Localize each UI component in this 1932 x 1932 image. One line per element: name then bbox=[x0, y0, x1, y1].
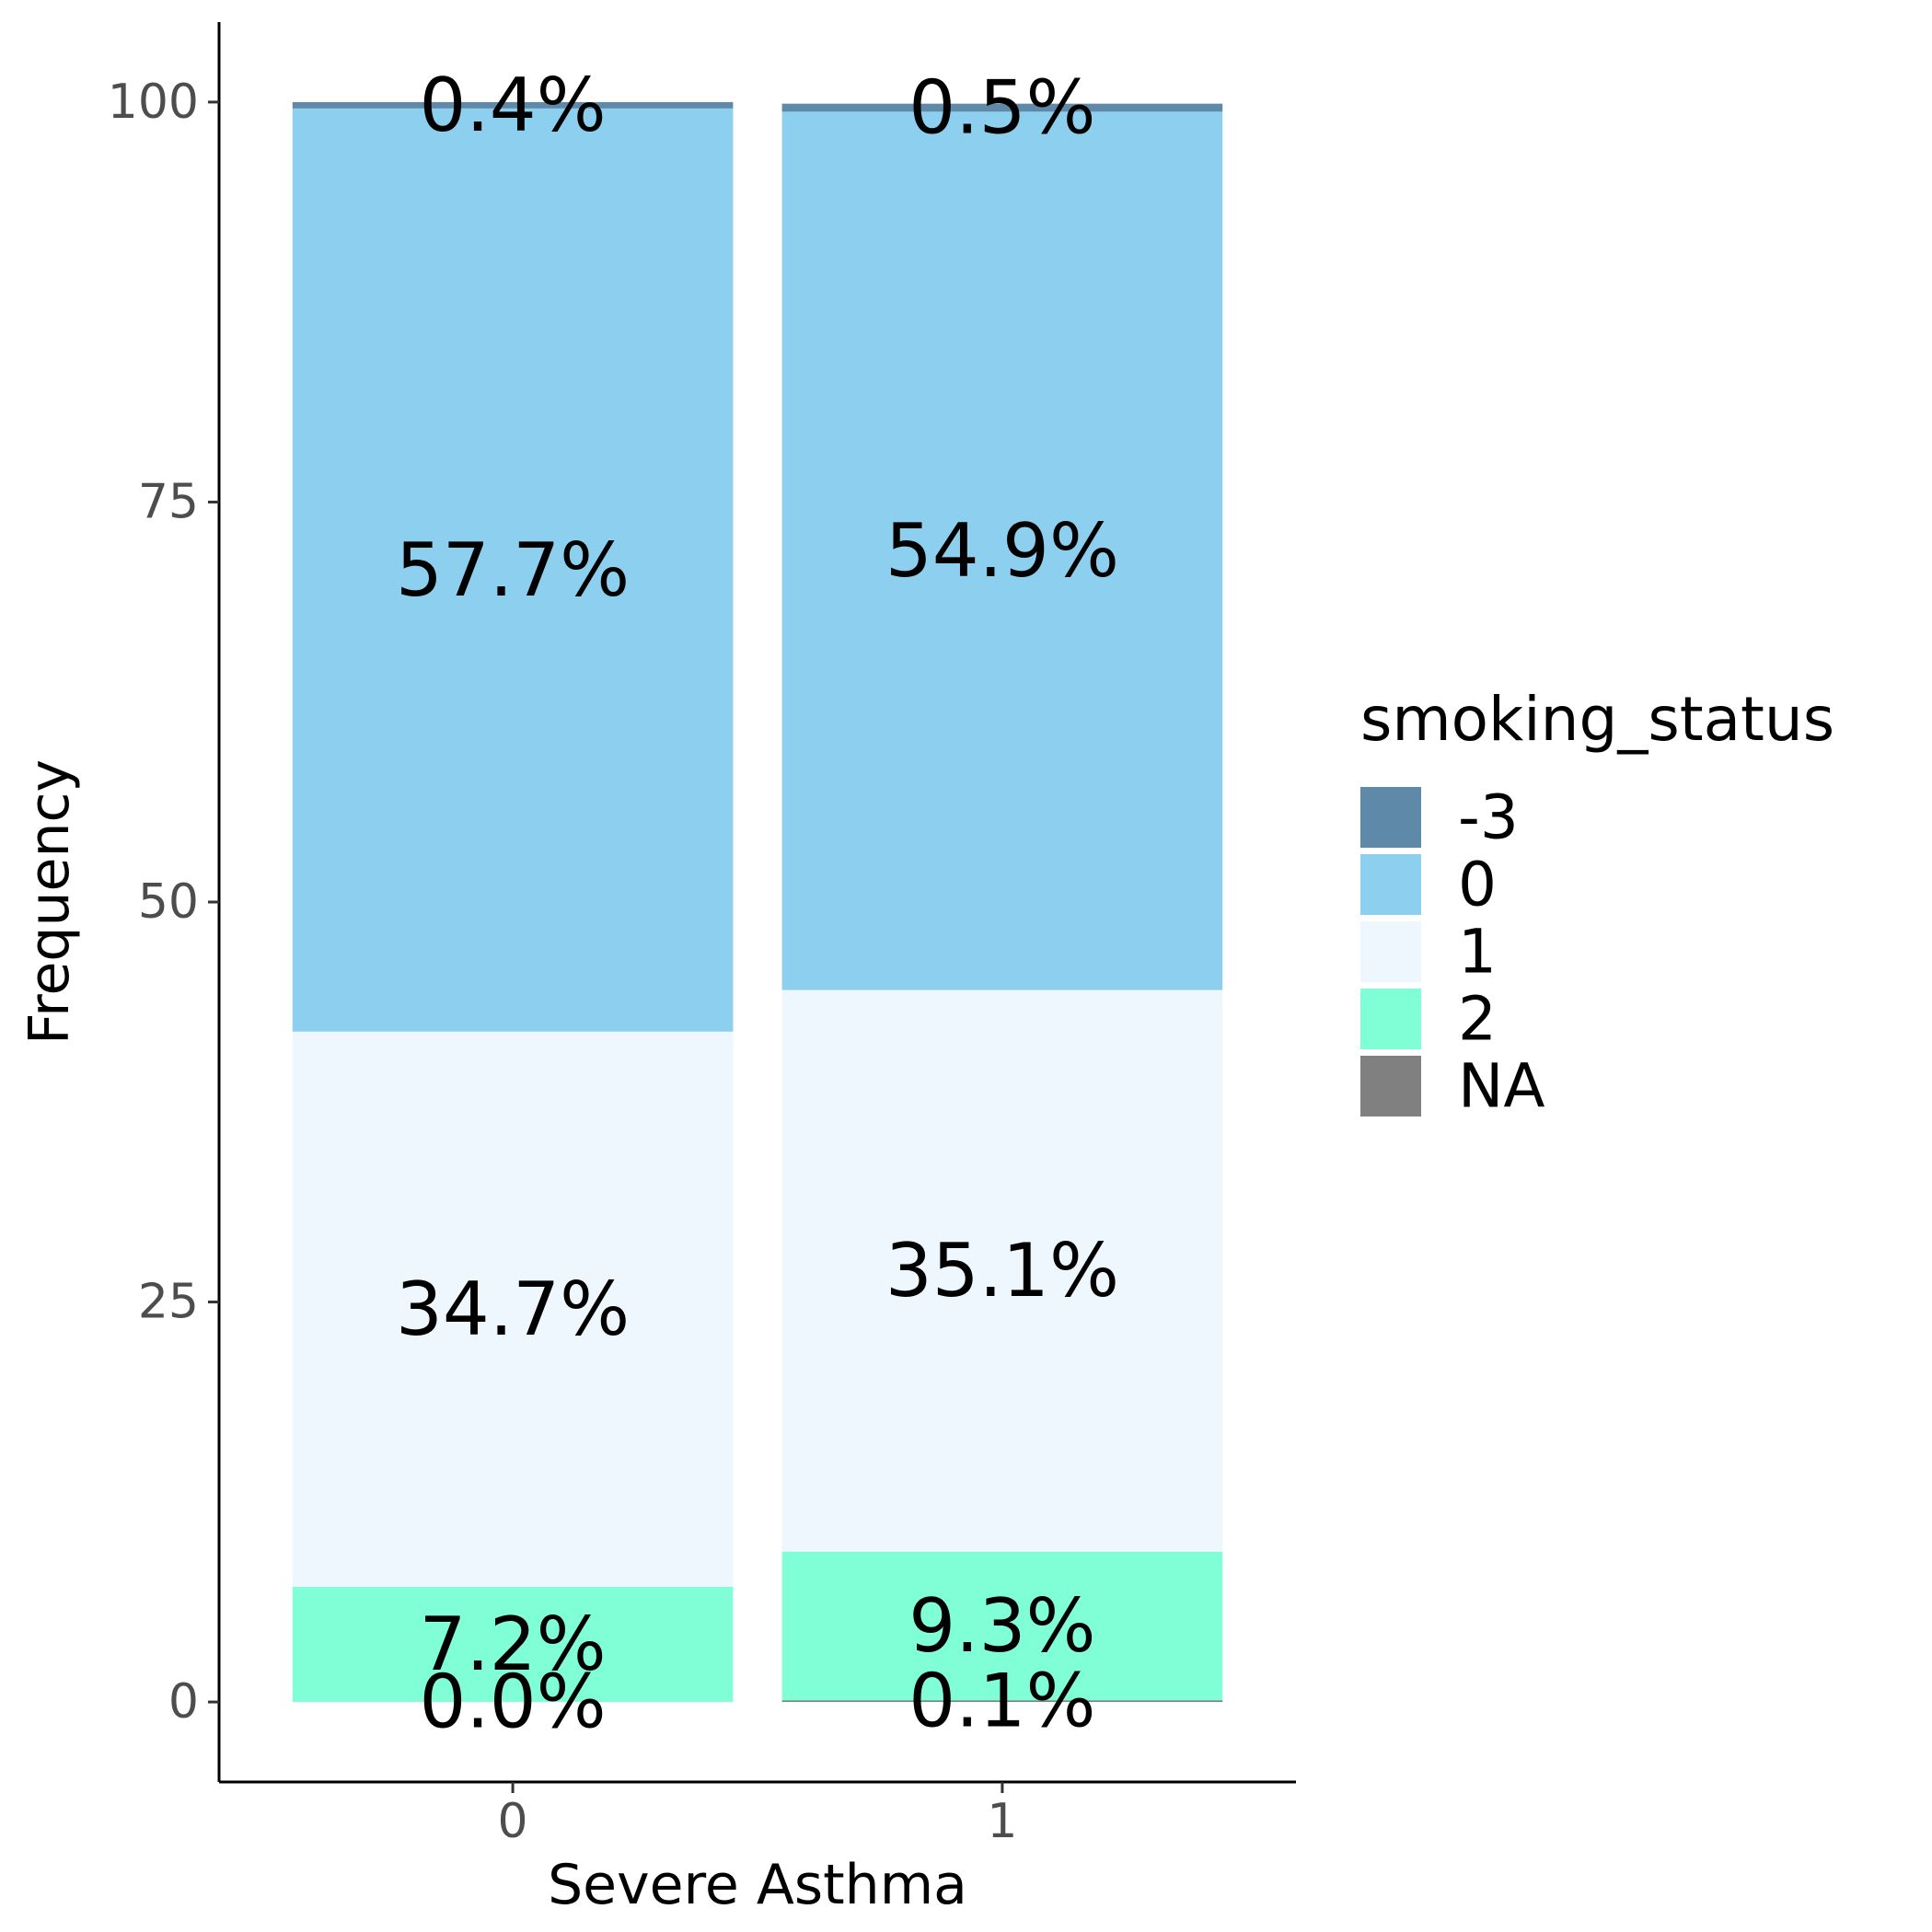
legend-title: smoking_status bbox=[1360, 684, 1834, 755]
bar-label-0-series-2: 7.2% bbox=[419, 1602, 606, 1687]
bar-label-1-series-2: 9.3% bbox=[908, 1583, 1095, 1669]
bar-label-0-series-NA: 0.0% bbox=[419, 1660, 606, 1745]
legend-key-1 bbox=[1360, 921, 1421, 982]
bar-label-0-series--3: 0.4% bbox=[419, 63, 606, 148]
y-tick-label-100: 100 bbox=[108, 75, 199, 130]
legend-label-NA: NA bbox=[1458, 1051, 1545, 1122]
bar-segment-1-series-2 bbox=[781, 1551, 1223, 1701]
bar-label-1-series-1: 35.1% bbox=[885, 1228, 1119, 1313]
y-axis-title: Frequency bbox=[17, 759, 82, 1045]
legend-key-2 bbox=[1360, 989, 1421, 1049]
bar-label-1-series-0: 54.9% bbox=[885, 508, 1119, 594]
bar-segment-0-series-0 bbox=[292, 108, 734, 1032]
y-tick-label-0: 0 bbox=[168, 1674, 199, 1730]
x-tick-label-1: 1 bbox=[987, 1794, 1017, 1849]
legend-label-1: 1 bbox=[1458, 917, 1497, 988]
bar-label-0-series-1: 34.7% bbox=[396, 1267, 630, 1352]
legend-key-NA bbox=[1360, 1056, 1421, 1116]
bar-segment-0-series--3 bbox=[292, 101, 734, 109]
bar-label-1-series--3: 0.5% bbox=[908, 64, 1095, 150]
y-tick-label-25: 25 bbox=[138, 1275, 199, 1330]
x-axis-title: Severe Asthma bbox=[548, 1853, 967, 1917]
legend-key-0 bbox=[1360, 854, 1421, 915]
legend-label-0: 0 bbox=[1458, 850, 1497, 920]
bar-label-1-series-NA: 0.1% bbox=[908, 1659, 1095, 1744]
bar-segment-1-series-NA bbox=[781, 1700, 1223, 1703]
bars-layer bbox=[292, 101, 1223, 1703]
x-tick-label-0: 0 bbox=[498, 1794, 528, 1849]
bar-segment-1-series--3 bbox=[781, 103, 1223, 112]
bar-segment-1-series-1 bbox=[781, 989, 1223, 1552]
bar-label-0-series-0: 57.7% bbox=[396, 527, 630, 613]
legend-key--3 bbox=[1360, 787, 1421, 848]
axes-layer: 0 25 50 75 100 0 1 bbox=[108, 22, 1296, 1849]
legend-label-2: 2 bbox=[1458, 984, 1497, 1055]
y-tick-label-50: 50 bbox=[138, 874, 199, 930]
bar-segment-1-series-0 bbox=[781, 111, 1223, 990]
bar-segment-0-series-1 bbox=[292, 1031, 734, 1587]
legend-label--3: -3 bbox=[1458, 782, 1519, 853]
bar-segment-0-series-2 bbox=[292, 1586, 734, 1703]
y-tick-label-75: 75 bbox=[138, 474, 199, 529]
bar-labels-layer: 0.0%7.2% 34.7% 57.7% 0.4% 0.1%9.3% 35.1% 54.9%… bbox=[396, 63, 1119, 1745]
